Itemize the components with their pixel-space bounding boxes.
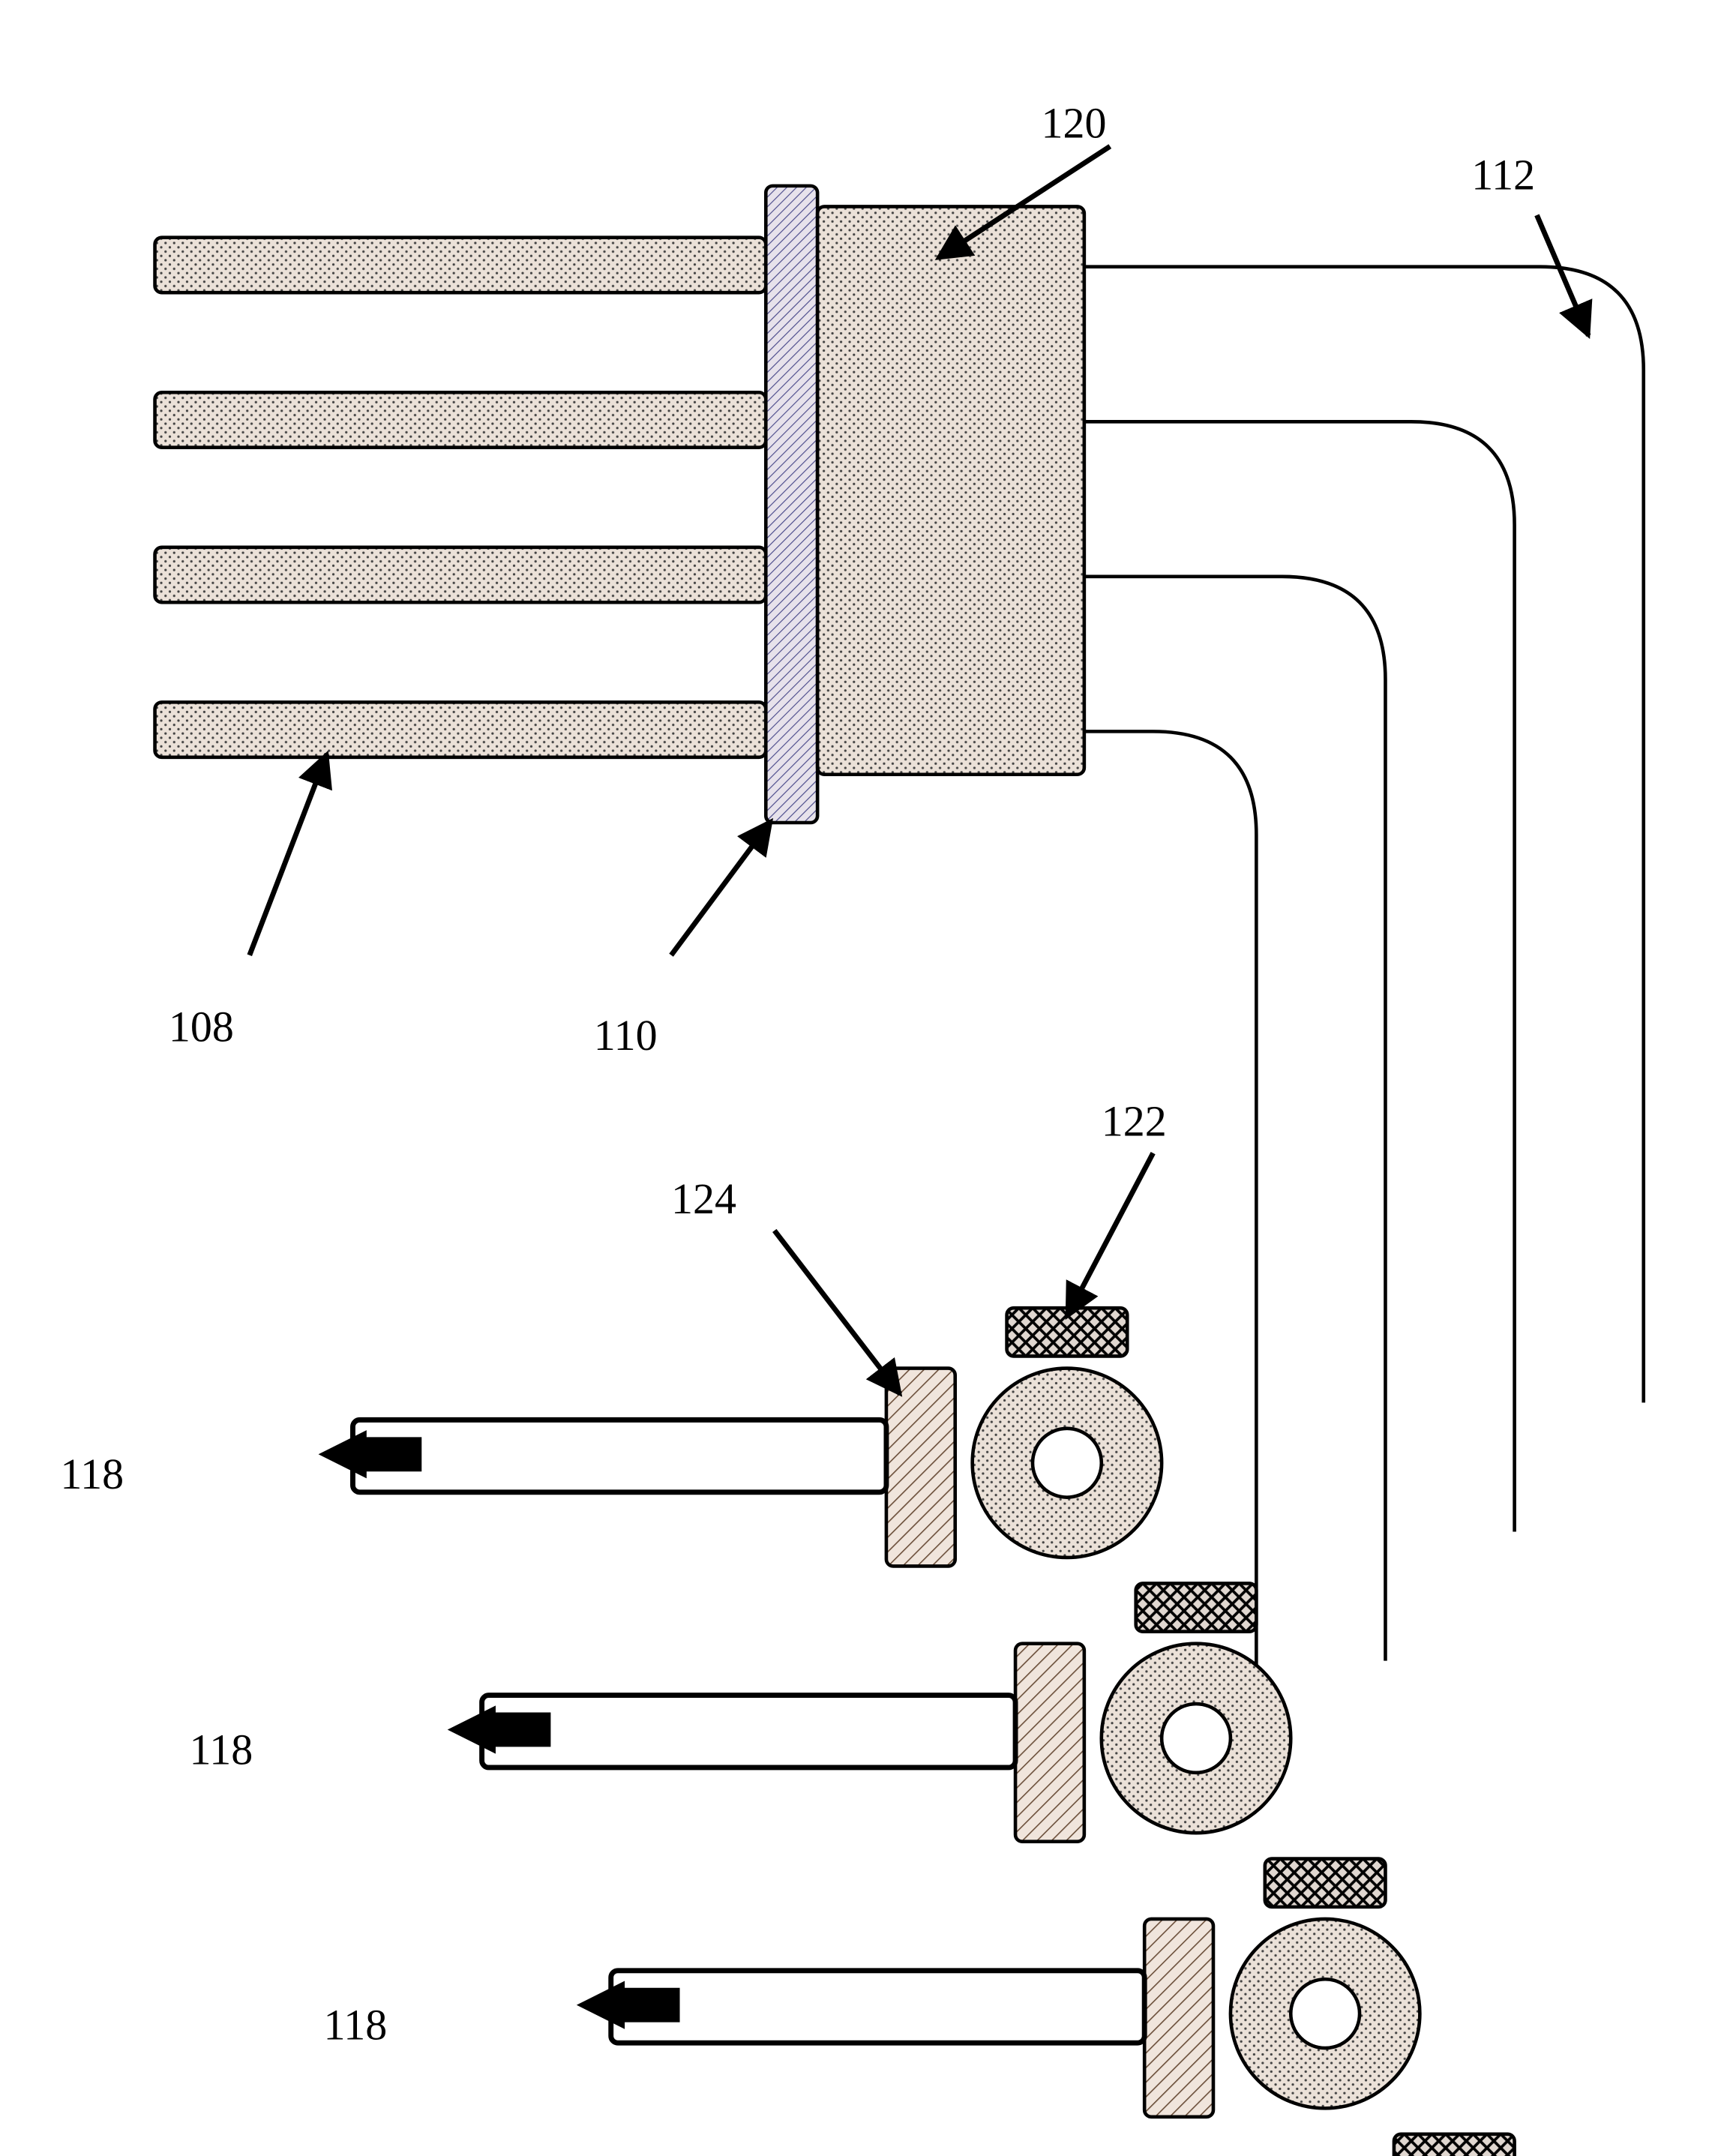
label-l112: 112 xyxy=(1471,150,1535,199)
pointer-l112 xyxy=(1537,215,1588,336)
fiber-1 xyxy=(1084,421,1515,1531)
flow-arrow-0 xyxy=(319,1430,422,1478)
label-l108: 108 xyxy=(169,1002,234,1051)
input-bar-2 xyxy=(155,547,766,602)
label-l118b: 118 xyxy=(189,1725,253,1774)
label-l118a: 118 xyxy=(60,1450,124,1498)
pad-1 xyxy=(1136,1583,1257,1631)
input-bar-0 xyxy=(155,238,766,292)
pad-2 xyxy=(1265,1859,1386,1907)
pad-3 xyxy=(1394,2134,1515,2156)
tube-0 xyxy=(352,1420,886,1492)
label-l110: 110 xyxy=(594,1011,658,1060)
input-bar-1 xyxy=(155,392,766,447)
tube-2 xyxy=(611,1971,1144,2043)
technical-diagram: 120112108110124122118118118118116132 xyxy=(0,0,1721,2156)
strip-110 xyxy=(766,186,817,823)
tube-1 xyxy=(482,1696,1015,1768)
flow-arrow-2 xyxy=(577,1981,680,2029)
input-bar-3 xyxy=(155,702,766,757)
pointer-l110 xyxy=(671,821,771,955)
label-l120: 120 xyxy=(1041,99,1106,148)
mount-0 xyxy=(886,1369,955,1567)
label-l118c: 118 xyxy=(323,2001,387,2050)
pointer-l124 xyxy=(775,1231,901,1394)
label-l124: 124 xyxy=(671,1174,736,1223)
ring-hole-1 xyxy=(1162,1704,1231,1773)
label-l122: 122 xyxy=(1102,1097,1167,1146)
ring-hole-2 xyxy=(1291,1979,1360,2048)
ring-hole-0 xyxy=(1033,1429,1102,1498)
mount-2 xyxy=(1144,1919,1213,2117)
pointer-l108 xyxy=(250,754,327,955)
flow-arrow-1 xyxy=(448,1705,551,1753)
mount-1 xyxy=(1015,1644,1084,1842)
block-120 xyxy=(817,206,1084,774)
fiber-0 xyxy=(1084,267,1644,1403)
pointer-l122 xyxy=(1067,1153,1153,1317)
